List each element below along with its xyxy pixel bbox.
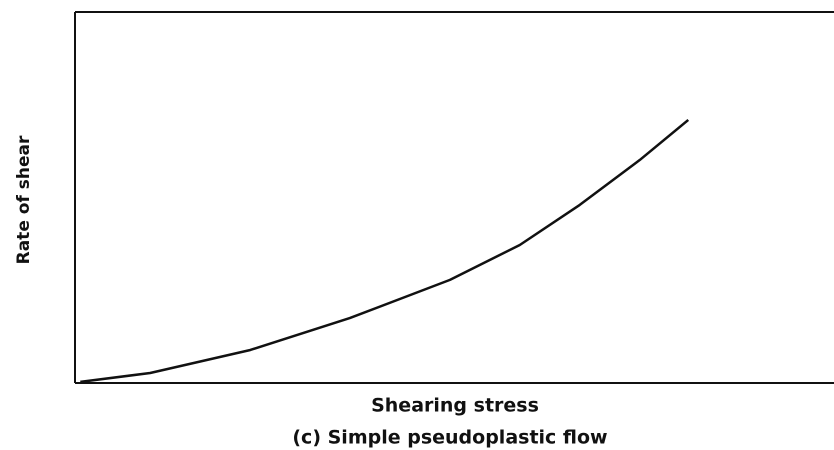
y-axis-label: Rate of shear	[14, 135, 34, 264]
curve	[80, 118, 690, 384]
x-axis-label: Shearing stress	[371, 395, 539, 417]
caption: (c) Simple pseudoplastic flow	[292, 427, 607, 449]
